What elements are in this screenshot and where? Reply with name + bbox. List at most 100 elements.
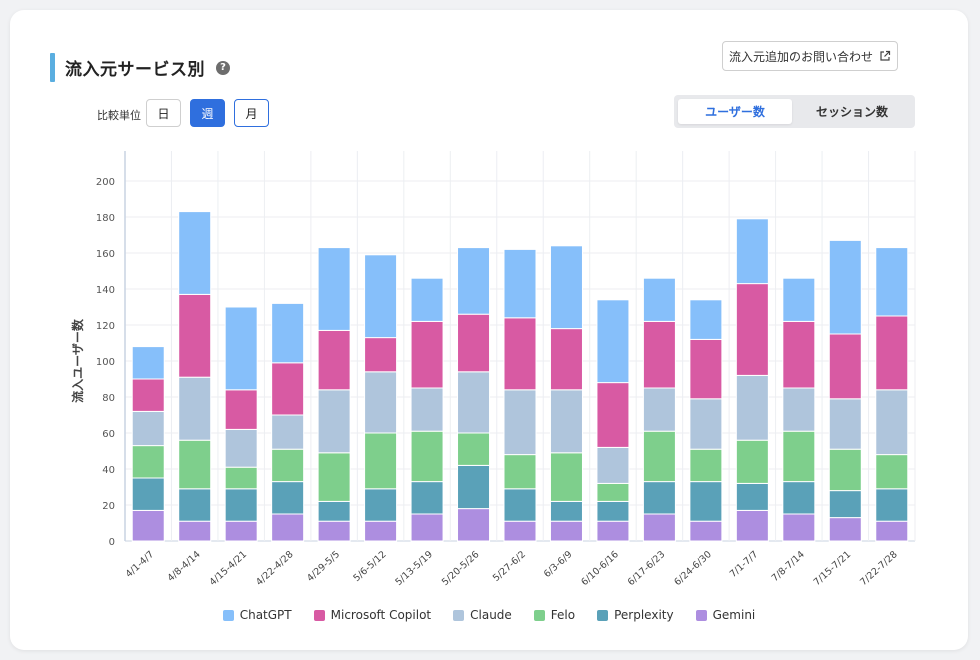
bar-segment-chatgpt — [271, 302, 305, 364]
unit-month-button[interactable]: 月 — [234, 99, 269, 127]
bar-segment-claude — [596, 446, 630, 484]
bar-segment-gemini — [364, 520, 398, 542]
bar-segment-perplexity — [457, 464, 491, 510]
legend-label: ChatGPT — [239, 608, 292, 622]
chart-legend: ChatGPT Microsoft Copilot Claude Felo Perple… — [10, 608, 968, 622]
bar-segment-claude — [689, 398, 723, 450]
bar-segment-claude — [875, 389, 909, 456]
legend-label: Perplexity — [614, 608, 674, 622]
bar-segment-gemini — [549, 520, 583, 542]
x-tick-label: 7/8-7/14 — [770, 549, 807, 584]
y-tick-label: 60 — [102, 429, 115, 440]
y-tick-label: 140 — [96, 285, 115, 296]
bar-segment-claude — [224, 428, 258, 468]
y-tick-label: 100 — [96, 357, 115, 368]
legend-item[interactable]: Microsoft Copilot — [313, 608, 431, 622]
x-tick-label: 7/15-7/21 — [812, 549, 854, 588]
bar-segment-chatgpt — [317, 247, 351, 331]
bar-segment-perplexity — [549, 500, 583, 522]
bar-segment-felo — [410, 430, 444, 483]
metric-toggle: ユーザー数 セッション数 — [674, 95, 915, 128]
bar-segment-felo — [364, 432, 398, 490]
bar-segment-microsoft-copilot — [457, 313, 491, 373]
legend-item[interactable]: ChatGPT — [222, 608, 292, 622]
bar-segment-microsoft-copilot — [642, 320, 676, 389]
x-tick-label: 7/1-7/7 — [728, 549, 761, 580]
bar-segment-microsoft-copilot — [271, 362, 305, 416]
bar-segment-gemini — [689, 520, 723, 542]
bar-segment-gemini — [457, 508, 491, 542]
bar-segment-felo — [875, 454, 909, 490]
bar-segment-chatgpt — [689, 299, 723, 340]
bar-segment-gemini — [642, 513, 676, 542]
legend-item[interactable]: Gemini — [695, 608, 756, 622]
bar-segment-gemini — [596, 520, 630, 542]
bar-segment-perplexity — [131, 477, 165, 511]
legend-item[interactable]: Claude — [453, 608, 512, 622]
legend-item[interactable]: Perplexity — [597, 608, 674, 622]
x-tick-label: 6/17-6/23 — [626, 549, 668, 588]
y-axis-title: 流入ユーザー数 — [70, 318, 85, 403]
bar-segment-microsoft-copilot — [317, 329, 351, 391]
bar-segment-felo — [224, 466, 258, 490]
contact-button[interactable]: 流入元追加のお問い合わせ — [722, 41, 898, 71]
bar-segment-claude — [735, 374, 769, 441]
bar-segment-perplexity — [828, 490, 862, 519]
bar-segment-microsoft-copilot — [689, 338, 723, 400]
bar-segment-claude — [364, 371, 398, 434]
bar-segment-felo — [131, 445, 165, 479]
bar-segment-chatgpt — [875, 247, 909, 317]
y-tick-label: 200 — [96, 177, 115, 188]
legend-label: Gemini — [712, 608, 756, 622]
bar-segment-perplexity — [782, 481, 816, 515]
bar-segment-chatgpt — [131, 346, 165, 380]
y-tick-label: 160 — [96, 249, 115, 260]
x-tick-label: 5/6-5/12 — [351, 549, 388, 584]
bar-segment-chatgpt — [178, 211, 212, 295]
bar-segment-claude — [317, 389, 351, 454]
bar-segment-microsoft-copilot — [410, 320, 444, 389]
bar-segment-claude — [131, 410, 165, 447]
bar-segment-gemini — [224, 520, 258, 542]
bar-segment-microsoft-copilot — [596, 382, 630, 448]
external-link-icon — [880, 50, 891, 61]
bar-segment-perplexity — [875, 488, 909, 522]
bar-segment-claude — [457, 371, 491, 434]
x-tick-label: 7/22-7/28 — [858, 549, 900, 588]
bar-segment-chatgpt — [642, 277, 676, 322]
tab-sessions[interactable]: セッション数 — [815, 105, 888, 119]
x-tick-label: 6/10-6/16 — [579, 549, 621, 588]
bar-segment-microsoft-copilot — [224, 389, 258, 430]
unit-week-button[interactable]: 週 — [190, 99, 225, 127]
compare-unit-label: 比較単位 — [97, 109, 141, 122]
bar-segment-chatgpt — [410, 277, 444, 322]
bar-segment-claude — [271, 414, 305, 450]
bar-segment-perplexity — [503, 488, 537, 522]
bar-segment-felo — [782, 430, 816, 483]
bar-segment-gemini — [503, 520, 537, 542]
bar-segment-perplexity — [364, 488, 398, 522]
bar-segment-microsoft-copilot — [364, 337, 398, 373]
bar-segment-felo — [689, 448, 723, 483]
bar-segment-felo — [178, 439, 212, 490]
bar-segment-gemini — [317, 520, 351, 542]
legend-swatch — [222, 609, 234, 621]
bar-segment-perplexity — [735, 482, 769, 511]
unit-day-button[interactable]: 日 — [146, 99, 181, 127]
y-tick-label: 0 — [109, 537, 115, 548]
x-tick-label: 4/22-4/28 — [254, 549, 296, 588]
x-tick-label: 6/3-6/9 — [542, 549, 575, 580]
tab-users[interactable]: ユーザー数 — [678, 99, 792, 124]
bar-segment-chatgpt — [503, 248, 537, 319]
legend-swatch — [533, 609, 545, 621]
bar-segment-microsoft-copilot — [735, 283, 769, 376]
bar-segment-chatgpt — [782, 277, 816, 322]
bar-segment-microsoft-copilot — [503, 317, 537, 391]
bar-segment-claude — [828, 398, 862, 450]
bar-segment-microsoft-copilot — [549, 328, 583, 391]
legend-item[interactable]: Felo — [533, 608, 575, 622]
help-icon[interactable]: ? — [216, 61, 230, 75]
bar-segment-claude — [410, 387, 444, 432]
stacked-bar-chart: 0 20 40 60 80 100 120 140 160 180 200 流入ユーザー数 4/1-4/… — [70, 151, 916, 588]
bar-segment-claude — [782, 387, 816, 432]
